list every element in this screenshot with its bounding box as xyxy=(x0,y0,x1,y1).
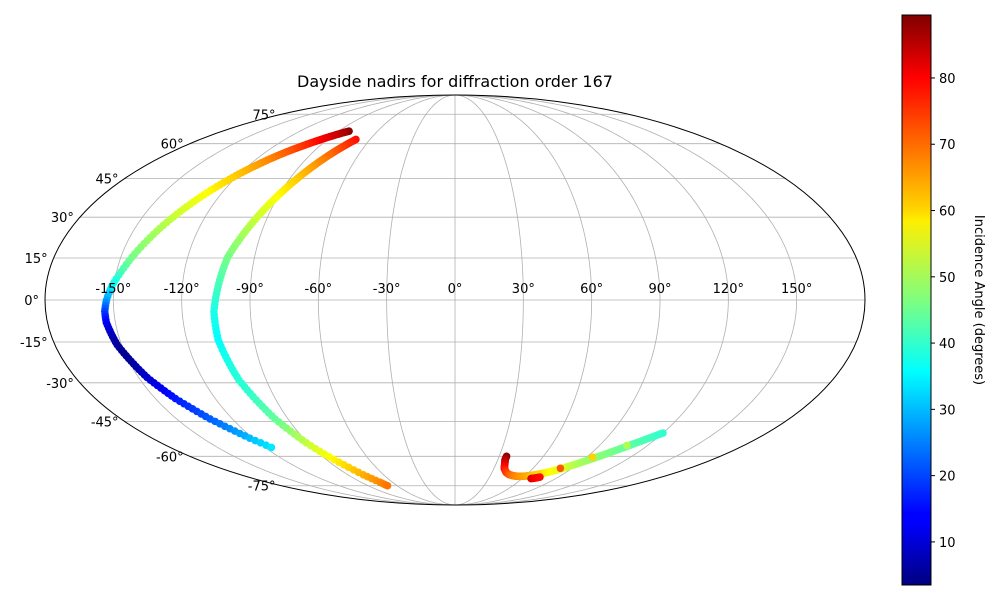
colorbar: 10 20 30 40 50 60 70 80 Incidence Angle (degree… xyxy=(901,14,986,586)
lat-tick-label: 30° xyxy=(51,211,74,226)
colorbar-gradient xyxy=(901,14,932,586)
lat-tick-label: 0° xyxy=(24,294,39,309)
longitude-tick-labels: -150° -120° -90° -60° -30° 0° 30° 60° 90° 120° 150… xyxy=(95,282,812,297)
lon-tick-label: -90° xyxy=(236,282,264,297)
lon-tick-label: -60° xyxy=(304,282,332,297)
lat-tick-label: -30° xyxy=(46,377,74,392)
lon-tick-label: 60° xyxy=(580,282,603,297)
graticule xyxy=(45,95,865,505)
lat-tick-label: 60° xyxy=(161,138,184,153)
lat-tick-label: 75° xyxy=(252,108,275,123)
lon-tick-label: 0° xyxy=(448,282,463,297)
meridian-line xyxy=(386,95,456,505)
meridian-line xyxy=(454,95,593,505)
colorbar-tick-label: 40 xyxy=(939,337,956,352)
scatter-points xyxy=(100,127,667,490)
meridian-line xyxy=(454,95,524,505)
colorbar-tick-label: 60 xyxy=(939,205,956,220)
latitude-tick-labels: -75° -60° -45° -30° -15° 0° 15° 30° 45° 60° 75° xyxy=(20,108,276,494)
data-point xyxy=(536,473,544,481)
colorbar-tick-label: 20 xyxy=(939,470,956,485)
colorbar-tick-label: 50 xyxy=(939,271,956,286)
data-point xyxy=(659,429,667,437)
lon-tick-label: 150° xyxy=(781,282,812,297)
meridian-line xyxy=(454,95,798,505)
colorbar-tick-label: 10 xyxy=(939,536,956,551)
colorbar-label: Incidence Angle (degrees) xyxy=(971,215,986,385)
lon-tick-label: -150° xyxy=(95,282,131,297)
data-point xyxy=(588,453,597,461)
lon-tick-label: 120° xyxy=(713,282,744,297)
colorbar-tick-label: 80 xyxy=(939,72,956,87)
lon-tick-label: -120° xyxy=(164,282,200,297)
meridian-line xyxy=(317,95,456,505)
lat-tick-label: 45° xyxy=(96,173,119,188)
map-boundary xyxy=(44,94,866,506)
colorbar-tick-label: 70 xyxy=(939,138,956,153)
meridian-line xyxy=(112,95,456,505)
data-point xyxy=(383,481,392,490)
lon-tick-label: 90° xyxy=(648,282,671,297)
meridian-line xyxy=(454,95,729,505)
lat-tick-label: 15° xyxy=(25,252,48,267)
lat-tick-label: -60° xyxy=(156,450,184,465)
lon-tick-label: -30° xyxy=(373,282,401,297)
colorbar-ticks: 10 20 30 40 50 60 70 80 xyxy=(931,72,956,551)
data-point xyxy=(267,443,276,452)
chart-title: Dayside nadirs for diffraction order 167 xyxy=(297,72,613,91)
colorbar-tick-label: 30 xyxy=(939,403,956,418)
lat-tick-label: -15° xyxy=(20,336,48,351)
data-point xyxy=(556,464,565,473)
lat-tick-label: -75° xyxy=(248,480,276,495)
lat-tick-label: -45° xyxy=(91,415,119,430)
lon-tick-label: 30° xyxy=(512,282,535,297)
meridian-line xyxy=(181,95,456,505)
data-point xyxy=(623,441,631,450)
